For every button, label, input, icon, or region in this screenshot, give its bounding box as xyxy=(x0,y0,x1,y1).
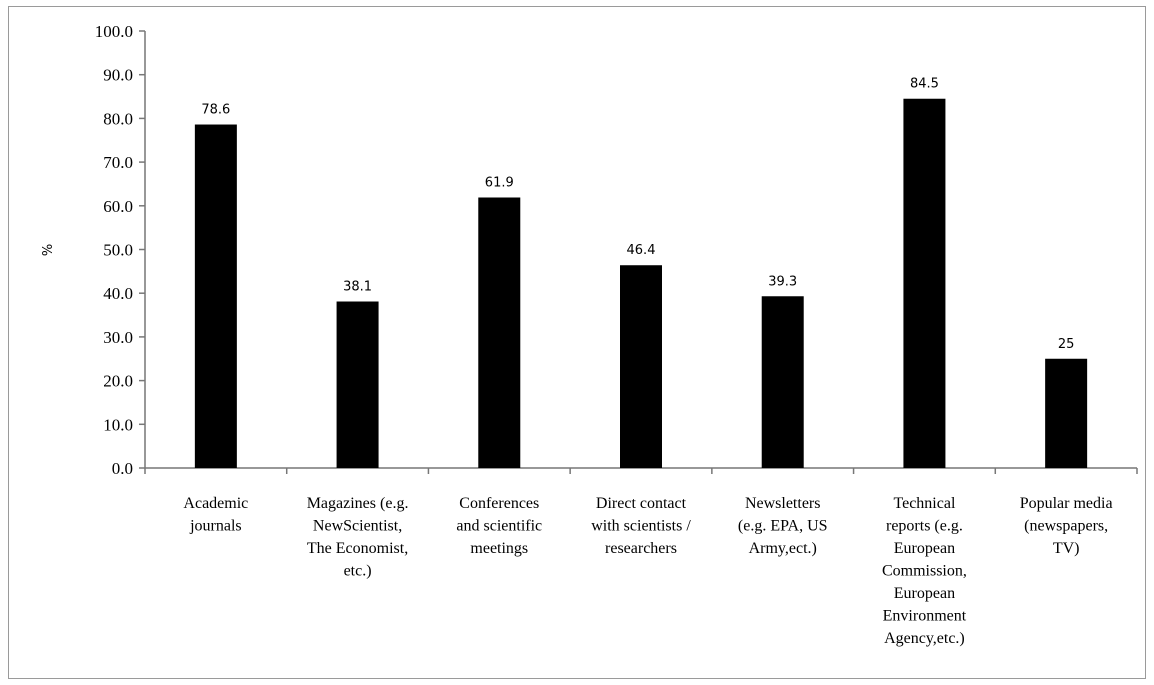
bar xyxy=(336,301,379,468)
category-label-line: European xyxy=(894,540,955,557)
category-label-line: Environment xyxy=(883,608,967,625)
category-label: Academic journals xyxy=(183,495,248,535)
category-label-line: NewScientist, xyxy=(313,518,402,535)
data-labels: 78.6 38.1 61.9 46.4 39.3 84.5 25 xyxy=(201,77,1074,352)
category-label-line: etc.) xyxy=(344,563,372,580)
category-label-line: Technical xyxy=(893,495,956,512)
category-label-line: Commission, xyxy=(882,563,967,580)
y-tick-label: 50.0 xyxy=(103,241,133,260)
category-label-line: Conferences xyxy=(459,495,539,512)
category-labels: Academic journals Magazines (e.g. NewScient… xyxy=(183,495,1112,647)
bar xyxy=(478,197,521,468)
category-label: Newsletters (e.g. EPA, US Army,ect.) xyxy=(738,495,828,557)
y-tick-label: 30.0 xyxy=(103,328,133,347)
y-tick-label: 0.0 xyxy=(112,459,133,478)
category-label-line: European xyxy=(894,585,955,602)
category-label: Technical reports (e.g. European Commission… xyxy=(882,495,967,647)
data-label: 84.5 xyxy=(910,77,939,92)
category-label: Popular media (newspapers, TV) xyxy=(1020,495,1113,557)
category-label-line: Popular media xyxy=(1020,495,1113,512)
category-label-line: (newspapers, xyxy=(1024,518,1108,535)
category-label-line: Academic xyxy=(183,495,248,512)
category-label-line: (e.g. EPA, US xyxy=(738,518,828,535)
y-tick-label: 20.0 xyxy=(103,372,133,391)
bar xyxy=(194,124,237,468)
y-axis-title: % xyxy=(41,244,56,256)
y-tick-label: 80.0 xyxy=(103,109,133,128)
y-tick-label: 10.0 xyxy=(103,415,133,434)
y-tick-label: 90.0 xyxy=(103,66,133,85)
category-label-line: with scientists / xyxy=(591,518,691,535)
category-label-line: The Economist, xyxy=(307,540,408,557)
bar xyxy=(620,265,662,468)
y-tick-label: 60.0 xyxy=(103,197,133,216)
bar xyxy=(903,98,946,469)
data-label: 61.9 xyxy=(485,175,514,190)
data-label: 38.1 xyxy=(343,280,372,295)
y-tick-label: 70.0 xyxy=(103,153,133,172)
y-tick-label: 100.0 xyxy=(95,22,133,41)
category-label-line: Magazines (e.g. xyxy=(307,495,409,512)
category-label-line: meetings xyxy=(470,540,528,557)
category-label-line: Agency,etc.) xyxy=(884,630,965,647)
category-label-line: researchers xyxy=(605,540,677,557)
bar xyxy=(761,296,804,468)
data-label: 25 xyxy=(1058,337,1075,352)
category-label-line: journals xyxy=(189,518,242,535)
category-label: Direct contact with scientists / researche… xyxy=(591,495,691,557)
bar xyxy=(1045,358,1088,468)
category-label-line: Direct contact xyxy=(596,495,687,512)
category-label-line: Newsletters xyxy=(745,495,821,512)
y-axis: 0.0 10.0 20.0 30.0 40.0 50.0 60.0 70.0 80.0 90.0 1… xyxy=(95,22,146,478)
data-label: 78.6 xyxy=(201,103,230,118)
category-label: Conferences and scientific meetings xyxy=(456,495,542,557)
data-label: 46.4 xyxy=(627,243,656,258)
category-label: Magazines (e.g. NewScientist, The Economis… xyxy=(307,495,409,580)
bars xyxy=(194,98,1088,469)
category-label-line: Army,ect.) xyxy=(749,540,817,557)
category-label-line: and scientific xyxy=(456,518,542,535)
data-label: 39.3 xyxy=(768,274,797,289)
x-axis xyxy=(144,467,1138,474)
y-tick-label: 40.0 xyxy=(103,284,133,303)
category-label-line: reports (e.g. xyxy=(886,518,963,535)
category-label-line: TV) xyxy=(1053,540,1080,557)
